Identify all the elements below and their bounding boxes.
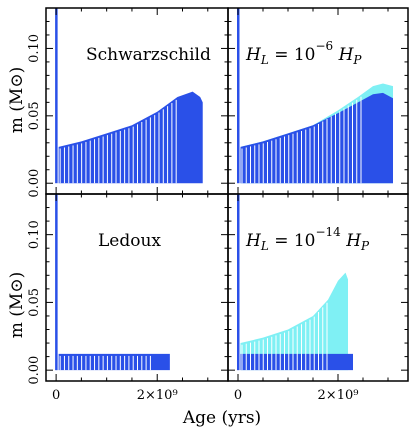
series-area-dark xyxy=(240,92,393,184)
series-area-dark xyxy=(58,353,170,371)
initial-spike xyxy=(55,194,58,371)
initial-spike xyxy=(237,8,240,184)
initial-spike xyxy=(55,8,58,184)
plot-area xyxy=(55,194,170,371)
panel-top-left: 0.00 0.05 0.10 Schwarzschild xyxy=(27,7,229,198)
initial-spike xyxy=(237,194,240,371)
y-tick-label: 0.00 xyxy=(27,356,42,385)
y-tick-label: 0.05 xyxy=(27,288,42,317)
panel-top-right: HL = 10−6 HP xyxy=(227,7,409,195)
x-tick-label: 2×10⁹ xyxy=(318,388,359,403)
x-tick-label: 0 xyxy=(52,388,60,403)
x-axis-label: Age (yrs) xyxy=(182,408,261,428)
x-tick-label: 0 xyxy=(234,388,242,403)
panel-frame xyxy=(227,193,409,382)
y-tick-label: 0.05 xyxy=(27,101,42,130)
panel-annotation: Schwarzschild xyxy=(86,45,211,65)
panel-frame xyxy=(45,193,229,382)
annotation-part: −6 xyxy=(315,39,333,53)
annotation-part: H xyxy=(245,45,262,65)
panel-annotation: HL = 10−14 HP xyxy=(245,225,370,253)
plot-area xyxy=(55,8,203,184)
annotation-part: −14 xyxy=(315,225,341,239)
series-area-dark xyxy=(58,91,203,184)
y-tick-label: 0.10 xyxy=(27,220,42,249)
panel-annotation: Ledoux xyxy=(98,231,161,251)
annotation-part: L xyxy=(260,53,269,67)
annotation-part: L xyxy=(260,239,269,253)
panel-annotation: HL = 10−6 HP xyxy=(245,39,362,67)
annotation-part: P xyxy=(352,53,362,67)
y-tick-label: 0.00 xyxy=(27,169,42,198)
annotation-part: = 10 xyxy=(269,231,316,251)
annotation-part: H xyxy=(245,231,262,251)
y-axis-label-top: m (M⊙) xyxy=(7,67,27,133)
x-tick-label: 2×10⁹ xyxy=(137,388,178,403)
plot-area xyxy=(237,194,353,371)
annotation-part: H xyxy=(333,45,354,65)
y-axis-label-bottom: m (M⊙) xyxy=(7,272,27,338)
panel-bottom-left: 0.00 0.05 0.10 0 2×10⁹ Ledoux xyxy=(27,193,229,403)
plot-area xyxy=(237,8,393,184)
y-tick-label: 0.10 xyxy=(27,34,42,63)
annotation-part: = 10 xyxy=(269,45,316,65)
annotation-part: H xyxy=(341,231,362,251)
annotation-part: P xyxy=(360,239,370,253)
